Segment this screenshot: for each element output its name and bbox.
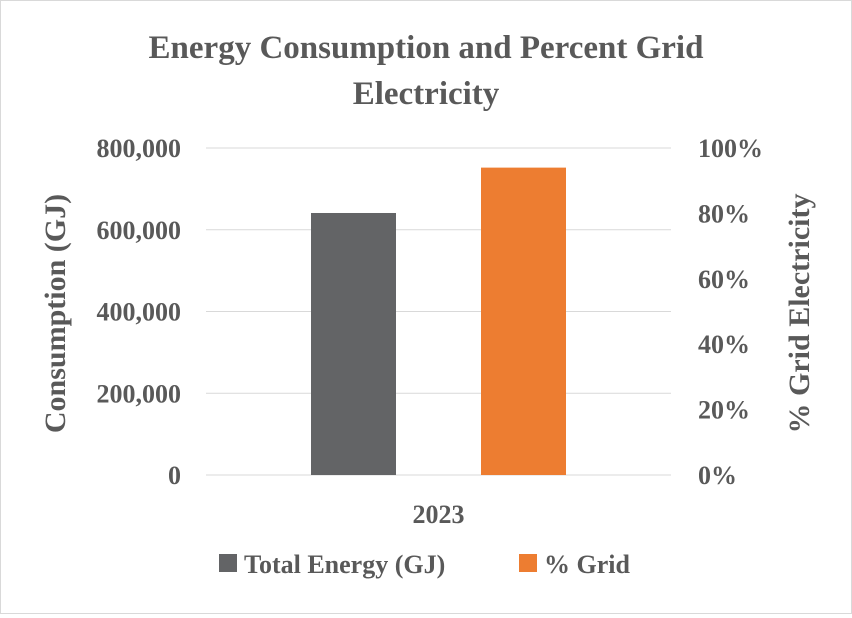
bars — [311, 167, 566, 475]
chart-title-line: Energy Consumption and Percent Grid — [149, 30, 704, 66]
category-label: 2023 — [413, 500, 465, 529]
bar-total-energy — [311, 212, 396, 475]
gridlines — [206, 147, 671, 476]
left-tick-label: 200,000 — [97, 379, 182, 408]
right-tick-label: 80% — [698, 199, 750, 228]
right-tick-label: 60% — [698, 265, 750, 294]
chart-title-line: Electricity — [353, 76, 500, 112]
chart-title: Energy Consumption and Percent Grid Elect… — [149, 30, 704, 112]
right-tick-label: 40% — [698, 330, 750, 359]
axis-labels: Consumption (GJ) % Grid Electricity — [39, 194, 816, 434]
legend-label: % Grid — [544, 550, 630, 579]
left-axis-label: Consumption (GJ) — [39, 194, 72, 433]
legend-swatch — [219, 554, 237, 572]
legend-swatch — [519, 554, 537, 572]
right-tick-label: 0% — [698, 461, 737, 490]
left-tick-label: 0 — [168, 461, 181, 490]
right-axis-label: % Grid Electricity — [783, 194, 816, 434]
category-labels: 2023 — [413, 500, 465, 529]
left-tick-label: 600,000 — [97, 216, 182, 245]
right-tick-label: 100% — [698, 134, 763, 163]
left-tick-label: 800,000 — [97, 134, 182, 163]
legend: Total Energy (GJ) % Grid — [219, 550, 630, 579]
left-tick-label: 400,000 — [97, 298, 182, 327]
left-axis-ticks: 0 200,000 400,000 600,000 800,000 — [97, 134, 182, 490]
legend-label: Total Energy (GJ) — [244, 550, 445, 579]
bar-grid-percent — [481, 167, 566, 475]
right-axis-ticks: 0% 20% 40% 60% 80% 100% — [698, 134, 763, 490]
right-tick-label: 20% — [698, 396, 750, 425]
